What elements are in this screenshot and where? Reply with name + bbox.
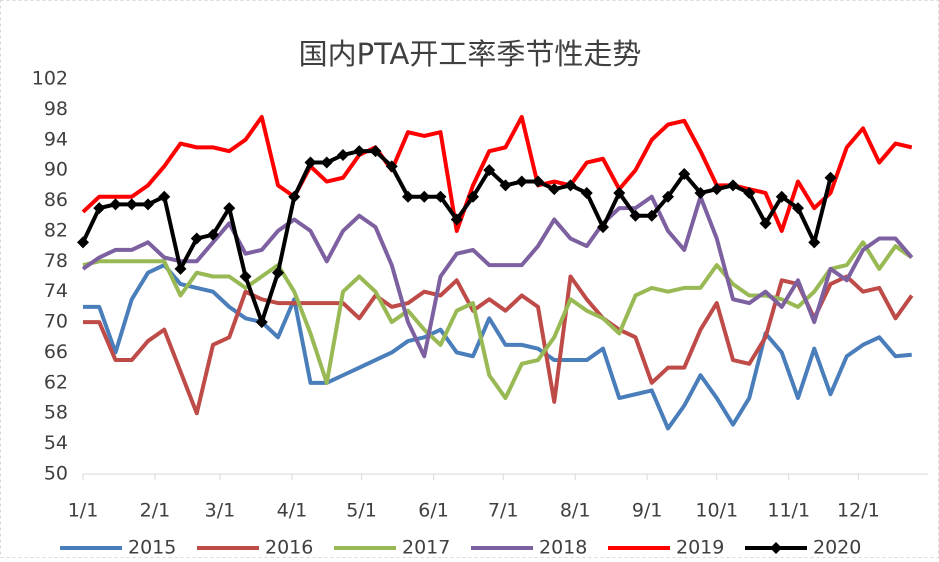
y-tick-label: 66: [44, 341, 68, 363]
point-marker: [808, 236, 821, 249]
point-marker: [337, 148, 349, 161]
point-marker: [629, 209, 642, 222]
y-tick-label: 78: [44, 250, 68, 272]
x-tick-label: 6/1: [418, 500, 449, 522]
point-marker: [190, 232, 203, 245]
y-tick-label: 50: [44, 463, 68, 485]
point-marker: [759, 217, 772, 230]
y-tick-label: 82: [44, 219, 68, 241]
x-tick-label: 3/1: [205, 500, 236, 522]
point-marker: [532, 175, 544, 188]
point-marker: [142, 198, 154, 211]
point-marker: [402, 190, 414, 203]
point-marker: [320, 156, 333, 169]
point-marker: [710, 183, 723, 196]
point-marker: [580, 186, 593, 199]
y-tick-label: 86: [44, 189, 68, 211]
point-marker: [125, 198, 138, 211]
point-marker: [239, 270, 252, 283]
point-marker: [645, 209, 658, 222]
point-marker: [678, 167, 691, 180]
point-marker: [304, 156, 317, 169]
point-marker: [775, 190, 788, 203]
point-marker: [597, 221, 609, 234]
point-marker: [174, 262, 187, 275]
legend-label: 2017: [402, 537, 450, 559]
point-marker: [93, 202, 106, 215]
point-marker: [369, 145, 382, 158]
x-tick-label: 1/1: [68, 500, 99, 522]
legend-label: 2020: [813, 537, 861, 559]
y-tick-label: 90: [44, 159, 68, 181]
point-marker: [450, 213, 463, 226]
legend-marker: [770, 542, 782, 554]
x-tick-label: 8/1: [560, 500, 591, 522]
y-tick-label: 62: [44, 371, 68, 393]
point-marker: [824, 171, 837, 184]
point-marker: [158, 190, 171, 203]
point-marker: [727, 179, 739, 192]
x-tick-label: 7/1: [488, 500, 519, 522]
x-tick-label: 5/1: [346, 500, 377, 522]
y-tick-label: 102: [32, 68, 68, 90]
legend-label: 2016: [265, 537, 313, 559]
point-marker: [564, 179, 577, 192]
point-marker: [613, 186, 626, 199]
series-line: [81, 194, 914, 359]
x-tick-label: 4/1: [277, 500, 308, 522]
point-marker: [272, 266, 284, 279]
point-marker: [223, 202, 236, 215]
legend-label: 2015: [128, 537, 176, 559]
y-tick-label: 58: [44, 402, 68, 424]
point-marker: [467, 190, 479, 203]
series-line: [83, 274, 914, 416]
point-marker: [434, 190, 447, 203]
point-marker: [77, 236, 89, 249]
y-tick-label: 74: [44, 280, 68, 302]
point-marker: [694, 186, 707, 199]
point-marker: [385, 160, 398, 173]
legend-label: 2019: [676, 537, 724, 559]
point-marker: [499, 179, 512, 192]
y-tick-label: 94: [44, 128, 68, 150]
chart-title: 国内PTA开工率季节性走势: [299, 37, 642, 71]
x-tick-label: 2/1: [140, 500, 171, 522]
point-marker: [207, 228, 219, 241]
x-tick-label: 11/1: [767, 500, 810, 522]
x-tick-label: 12/1: [837, 500, 880, 522]
y-tick-label: 98: [44, 98, 68, 120]
point-marker: [288, 190, 301, 203]
y-tick-label: 70: [44, 311, 68, 333]
legend-label: 2018: [539, 537, 587, 559]
point-marker: [483, 164, 496, 177]
x-tick-label: 10/1: [695, 500, 738, 522]
point-marker: [548, 183, 561, 196]
point-marker: [792, 202, 804, 215]
point-marker: [662, 190, 674, 203]
y-tick-label: 54: [44, 432, 68, 454]
point-marker: [418, 190, 431, 203]
point-marker: [515, 175, 528, 188]
point-marker: [109, 198, 122, 211]
x-tick-label: 9/1: [632, 500, 663, 522]
point-marker: [255, 316, 268, 329]
point-marker: [743, 186, 756, 199]
series-line: [83, 263, 912, 431]
point-marker: [353, 145, 366, 158]
